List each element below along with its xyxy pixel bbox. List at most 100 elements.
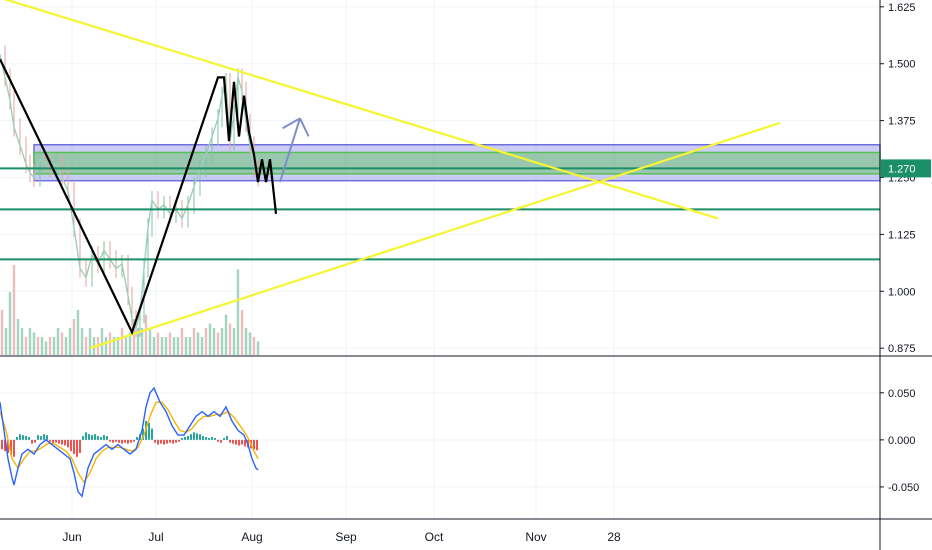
- forecast-arrow: [279, 117, 310, 183]
- histogram-bar: [61, 439, 63, 445]
- histogram-bar: [55, 439, 57, 443]
- histogram-bar: [97, 436, 99, 440]
- volume-bar: [140, 328, 144, 355]
- histogram-bar: [94, 434, 96, 440]
- histogram-bar: [211, 437, 213, 440]
- volume-bar: [68, 328, 72, 355]
- volume-bar: [8, 292, 12, 355]
- histogram-bar: [160, 439, 162, 444]
- volume-bar: [56, 328, 60, 355]
- histogram-bar: [79, 439, 81, 454]
- price-tick-label: 0.875: [888, 343, 916, 355]
- volume-bar: [148, 328, 152, 355]
- price-badge-bg: [881, 159, 931, 178]
- histogram-bar: [40, 436, 42, 440]
- trendline: [89, 121, 781, 350]
- volume-bar: [32, 332, 36, 355]
- histogram-bar: [76, 439, 78, 457]
- forecast-arrow-head: [299, 117, 310, 137]
- volume-bar: [216, 332, 220, 355]
- volume-bar: [0, 310, 4, 355]
- volume-bar: [220, 328, 224, 355]
- histogram-bar: [49, 439, 51, 442]
- histogram-bar: [229, 439, 231, 443]
- histogram-bar: [217, 439, 219, 442]
- volume-bar: [12, 265, 16, 355]
- volume-bar: [136, 328, 140, 355]
- histogram-bar: [226, 436, 228, 440]
- volume-bar: [104, 337, 108, 355]
- volume-bar: [188, 337, 192, 355]
- histogram-bar: [1, 439, 3, 450]
- volume-bars: [0, 265, 260, 355]
- volume-bar: [4, 328, 8, 355]
- histogram-bar: [154, 439, 156, 443]
- histogram-bar: [181, 437, 183, 440]
- histogram-bar: [109, 439, 111, 442]
- oscillator-panel: [0, 386, 259, 498]
- histogram-bar: [37, 435, 39, 440]
- histogram-bar: [52, 439, 54, 444]
- histogram-bar: [220, 439, 222, 443]
- histogram-bar: [7, 439, 9, 454]
- date-label: Aug: [241, 530, 262, 544]
- histogram-bar: [103, 435, 105, 440]
- volume-bar: [240, 310, 244, 355]
- volume-bar: [204, 328, 208, 355]
- price-tick-label: 1.375: [888, 116, 916, 128]
- histogram-bar: [82, 436, 84, 440]
- volume-bar: [196, 332, 200, 355]
- support-lines: [0, 167, 880, 261]
- volume-bar: [128, 332, 132, 355]
- volume-bar: [48, 337, 52, 355]
- histogram-bar: [58, 439, 60, 444]
- volume-bar: [208, 323, 212, 355]
- volume-bar: [16, 319, 20, 355]
- volume-bar: [152, 337, 156, 355]
- volume-bar: [256, 341, 260, 355]
- histogram-bar: [193, 432, 195, 440]
- signal-line: [0, 401, 259, 484]
- volume-bar: [160, 337, 164, 355]
- histogram-bar: [85, 432, 87, 440]
- volume-bar: [36, 337, 40, 355]
- histogram-bar: [112, 439, 114, 443]
- histogram-bar: [100, 437, 102, 440]
- volume-bar: [124, 337, 128, 355]
- trendlines: [3, 0, 781, 350]
- volume-bar: [40, 337, 44, 355]
- volume-bar: [120, 328, 124, 355]
- zigzag-drawing: [0, 58, 278, 336]
- histogram-bar: [88, 434, 90, 440]
- histogram-bar: [25, 436, 27, 440]
- price-tick-label: 1.625: [888, 2, 916, 14]
- current-price-badge: 1.270: [881, 159, 931, 178]
- volume-bar: [236, 269, 240, 355]
- histogram-bar: [133, 439, 135, 442]
- histogram-bar: [175, 439, 177, 443]
- y-axis-ticks: 1.6251.5001.3751.2501.1251.0000.8750.050…: [880, 2, 919, 494]
- histogram-bar: [28, 437, 30, 440]
- volume-bar: [212, 328, 216, 355]
- histogram-bar: [199, 434, 201, 440]
- date-label: Sep: [335, 530, 357, 544]
- forecast-arrow-head: [282, 117, 301, 130]
- histogram-bar: [64, 439, 66, 446]
- histogram-bar: [43, 434, 45, 440]
- osc-tick-label: -0.050: [888, 482, 919, 494]
- histogram-bar: [235, 439, 237, 445]
- histogram-bar: [73, 439, 75, 454]
- histogram-bar: [130, 439, 132, 443]
- price-zones: [33, 143, 881, 182]
- histogram-bar: [184, 437, 186, 440]
- volume-bar: [84, 337, 88, 355]
- volume-bar: [60, 332, 64, 355]
- histogram-bar: [121, 439, 123, 444]
- histogram-bar: [163, 439, 165, 445]
- histogram-bar: [157, 439, 159, 445]
- date-label: 28: [607, 530, 621, 544]
